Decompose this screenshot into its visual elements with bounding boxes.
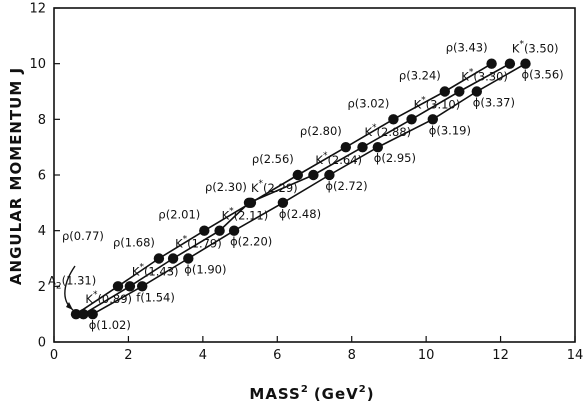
phi-marker	[137, 281, 148, 292]
phi-marker	[277, 197, 289, 208]
phi-marker	[228, 225, 240, 236]
phi-marker	[372, 142, 383, 153]
y-tick-label: 8	[38, 113, 46, 128]
rho-point-label: ρ(2.56)	[252, 152, 294, 166]
x-tick-label: 14	[567, 348, 584, 363]
phi-point-label: ϕ(1.02)	[89, 318, 131, 332]
trajectory-lines	[75, 62, 526, 315]
y-tick-label: 2	[38, 280, 46, 295]
x-axis-title-main: MASS	[249, 385, 300, 403]
axis-ticks: 0 2 4 6 8 10 12 14 0 2 4 6 8 10 12	[29, 2, 583, 364]
phi-point-label: ϕ(2.20)	[230, 235, 272, 249]
y-tick-label: 10	[29, 57, 46, 72]
kstar-marker	[124, 281, 136, 292]
phi-marker	[87, 309, 98, 320]
y-tick-label: 0	[38, 336, 46, 351]
kstar-marker	[78, 309, 89, 320]
rho-point-label: ρ(3.24)	[399, 69, 441, 83]
kstar-point-label: K*(2.64)	[315, 151, 362, 167]
kstar-point-label: K*(3.50)	[512, 40, 559, 56]
kstar-point-label: K*(2.88)	[365, 123, 412, 139]
rho-point-label: ρ(2.80)	[300, 124, 342, 138]
rho-marker	[388, 114, 399, 125]
x-tick-label: 6	[273, 348, 281, 363]
y-tick-label: 12	[29, 2, 46, 17]
kstar-marker	[357, 142, 368, 153]
rho-marker	[199, 225, 210, 236]
rho-point-label: ρ(2.30)	[205, 180, 247, 194]
data-markers	[70, 58, 531, 320]
x-tick-label: 4	[199, 348, 207, 363]
rho-marker	[153, 253, 165, 264]
y-axis-title: ANGULAR MOMENTUM J	[7, 67, 25, 285]
rho-point-label: ρ(2.01)	[158, 208, 200, 222]
x-axis-title-unit-close: )	[367, 385, 375, 403]
kstar-marker	[308, 169, 319, 181]
x-axis-title-unit: (GeV	[314, 385, 359, 403]
x-tick-label: 10	[418, 348, 435, 363]
point-labels: ρ(0.77) A2(1.31) ρ(1.68)ρ(2.01) ρ(2.30) ρ(2.…	[48, 40, 564, 333]
phi-point-label: ϕ(3.56)	[522, 68, 564, 82]
rho-marker	[292, 169, 303, 181]
kstar-point-label: K*(1.79)	[175, 235, 222, 251]
kstar-marker	[167, 253, 179, 264]
phi-point-label: ϕ(2.72)	[325, 179, 367, 193]
phi-point-label: ϕ(1.90)	[184, 263, 226, 277]
x-axis-title: MASS2 (GeV2)	[249, 384, 374, 403]
rho-marker	[112, 281, 124, 292]
phi-point-label: ϕ(2.95)	[374, 151, 416, 165]
phi-marker	[183, 253, 194, 264]
rho-marker	[340, 142, 351, 153]
x-tick-label: 0	[50, 348, 58, 363]
rho-point-label: ρ(0.77)	[62, 229, 104, 243]
kstar-point-label: K*(1.43)	[132, 262, 179, 278]
y-tick-label: 6	[38, 169, 46, 184]
kstar-trajectory-line	[82, 62, 511, 315]
kstar-point-label: K*(2.11)	[222, 207, 269, 223]
kstar-point-label: K*(2.29)	[251, 179, 298, 195]
annotation-arrow	[64, 265, 76, 311]
phi-point-label: ϕ(3.37)	[473, 96, 515, 110]
rho-point-label: ρ(3.02)	[348, 96, 390, 110]
phi-trajectory-line	[92, 63, 526, 315]
rho-marker	[70, 309, 82, 320]
rho-point-label: A2(1.31)	[48, 273, 96, 291]
x-tick-label: 2	[124, 348, 132, 363]
rho-marker	[439, 86, 450, 97]
kstar-point-label: K*(3.30)	[461, 68, 508, 84]
x-axis-title-sup: 2	[301, 384, 309, 395]
kstar-marker	[214, 225, 225, 236]
y-tick-label: 4	[38, 224, 46, 239]
x-tick-label: 12	[492, 348, 509, 363]
phi-marker	[324, 169, 335, 181]
kstar-marker	[406, 114, 417, 125]
x-tick-label: 8	[348, 348, 356, 363]
phi-point-label: ϕ(2.48)	[279, 207, 321, 221]
phi-point-label: ϕ(3.19)	[429, 123, 471, 137]
rho-trajectory-line	[75, 63, 493, 315]
phi-marker	[427, 114, 438, 125]
phi-marker	[520, 58, 531, 69]
phi-point-label: f(1.54)	[136, 290, 175, 304]
rho-point-label: ρ(1.68)	[113, 236, 155, 250]
kstar-marker	[504, 58, 516, 69]
rho-point-label: ρ(3.43)	[446, 41, 488, 55]
kstar-point-label: K*(0.89)	[85, 290, 132, 306]
phi-marker	[471, 86, 482, 97]
x-axis-title-unit-sup: 2	[359, 384, 367, 395]
rho-marker	[486, 58, 497, 69]
kstar-point-label: K*(3.10)	[414, 95, 461, 111]
kstar-marker	[243, 197, 255, 208]
kstar-marker	[454, 86, 465, 97]
